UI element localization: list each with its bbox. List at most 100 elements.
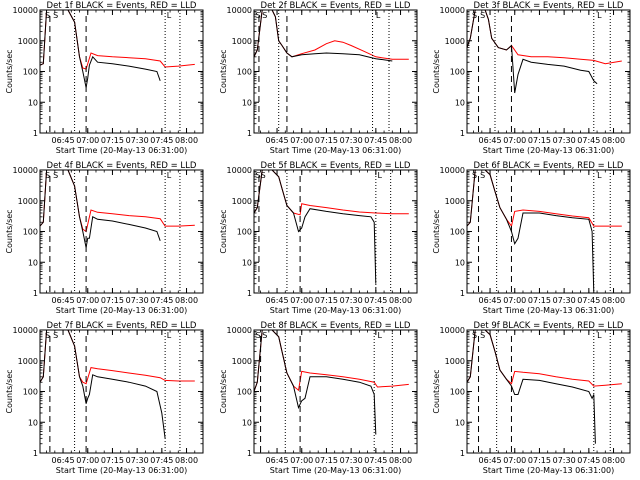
panel-title: Det 8f BLACK = Events, RED = LLD — [261, 321, 411, 331]
x-axis-label: Start Time (20-May-13 06:31:00) — [270, 146, 401, 155]
marker-label: S — [472, 11, 477, 20]
plot-frame — [466, 9, 631, 134]
marker-label: L — [597, 331, 602, 340]
x-tick-label: 08:00 — [602, 136, 625, 145]
y-tick-label: 10000 — [13, 326, 38, 335]
marker-label: S — [53, 331, 58, 340]
x-axis-label: Start Time (20-May-13 06:31:00) — [56, 306, 187, 315]
y-tick-label: 1 — [247, 449, 252, 458]
panel-title: Det 3f BLACK = Events, RED = LLD — [474, 1, 624, 11]
x-tick-label: 07:15 — [315, 296, 338, 305]
y-tick-label: 100 — [450, 388, 465, 397]
x-tick-label: 07:00 — [290, 296, 313, 305]
y-axis-label: Counts/sec — [432, 369, 441, 413]
y-tick-label: 1 — [33, 289, 38, 298]
marker-label: L — [167, 11, 172, 20]
x-tick-label: 06:45 — [266, 456, 289, 465]
y-axis-label: Counts/sec — [219, 369, 228, 413]
y-tick-label: 100 — [237, 68, 252, 77]
panel-title: Det 4f BLACK = Events, RED = LLD — [47, 161, 197, 171]
y-tick-label: 100 — [23, 68, 38, 77]
marker-label: S — [472, 171, 477, 180]
x-tick-label: 07:45 — [364, 456, 387, 465]
y-tick-label: 10000 — [440, 6, 465, 15]
panel-title: Det 9f BLACK = Events, RED = LLD — [474, 321, 624, 331]
x-tick-label: 07:30 — [553, 136, 576, 145]
y-axis-label: Counts/sec — [5, 209, 14, 253]
x-tick-label: 07:45 — [150, 136, 173, 145]
series-events-line — [40, 170, 161, 248]
panel-title: Det 6f BLACK = Events, RED = LLD — [474, 161, 624, 171]
marker-label: S — [45, 331, 50, 340]
x-tick-label: 07:30 — [126, 136, 149, 145]
x-tick-label: 07:45 — [150, 296, 173, 305]
y-tick-label: 1000 — [445, 37, 465, 46]
x-tick-label: 07:45 — [577, 136, 600, 145]
series-events-line — [40, 10, 161, 88]
x-tick-label: 07:15 — [315, 136, 338, 145]
y-tick-label: 100 — [237, 228, 252, 237]
y-tick-label: 1000 — [445, 197, 465, 206]
series-lld-line — [40, 170, 195, 233]
marker-label: S — [262, 331, 267, 340]
y-tick-label: 1000 — [232, 37, 252, 46]
plot-frame — [466, 169, 631, 294]
y-tick-label: 10000 — [13, 166, 38, 175]
y-axis-label: Counts/sec — [432, 49, 441, 93]
panel-title: Det 2f BLACK = Events, RED = LLD — [261, 1, 411, 11]
x-tick-label: 07:30 — [340, 456, 363, 465]
x-tick-label: 08:00 — [602, 456, 625, 465]
y-tick-label: 10 — [242, 98, 252, 107]
x-tick-label: 08:00 — [175, 296, 198, 305]
marker-label: S — [53, 11, 58, 20]
y-tick-label: 100 — [23, 388, 38, 397]
x-tick-label: 07:45 — [577, 296, 600, 305]
y-tick-label: 1 — [247, 289, 252, 298]
y-axis-label: Counts/sec — [219, 49, 228, 93]
y-tick-label: 1000 — [18, 37, 38, 46]
x-tick-label: 08:00 — [175, 136, 198, 145]
x-axis-label: Start Time (20-May-13 06:31:00) — [270, 306, 401, 315]
x-tick-label: 07:15 — [528, 136, 551, 145]
x-tick-label: 07:45 — [150, 456, 173, 465]
marker-label: S — [480, 331, 485, 340]
x-tick-label: 06:45 — [479, 136, 502, 145]
y-axis-label: Counts/sec — [5, 49, 14, 93]
marker-label: L — [376, 11, 381, 20]
x-tick-label: 07:30 — [126, 456, 149, 465]
series-events-line — [467, 170, 595, 293]
marker-label: S — [256, 331, 261, 340]
marker-label: S — [256, 11, 261, 20]
series-events-line — [254, 10, 393, 62]
x-tick-label: 07:15 — [528, 456, 551, 465]
x-tick-label: 07:30 — [553, 296, 576, 305]
marker-label: L — [597, 11, 602, 20]
y-tick-label: 1 — [460, 449, 465, 458]
x-tick-label: 08:00 — [389, 136, 412, 145]
y-tick-label: 10 — [242, 258, 252, 267]
plot-frame — [39, 9, 204, 134]
series-lld-line — [254, 330, 409, 392]
y-tick-label: 100 — [450, 228, 465, 237]
y-tick-label: 10 — [28, 258, 38, 267]
marker-label: S — [472, 331, 477, 340]
series-lld-line — [467, 330, 622, 387]
plot-frame — [253, 169, 418, 294]
y-tick-label: 100 — [237, 388, 252, 397]
x-tick-label: 07:30 — [553, 456, 576, 465]
y-tick-label: 10000 — [227, 326, 252, 335]
x-axis-label: Start Time (20-May-13 06:31:00) — [56, 466, 187, 475]
series-events-line — [467, 330, 596, 444]
x-tick-label: 07:45 — [577, 456, 600, 465]
x-tick-label: 08:00 — [602, 296, 625, 305]
x-tick-label: 08:00 — [175, 456, 198, 465]
x-tick-label: 06:45 — [266, 296, 289, 305]
x-axis-label: Start Time (20-May-13 06:31:00) — [483, 306, 614, 315]
